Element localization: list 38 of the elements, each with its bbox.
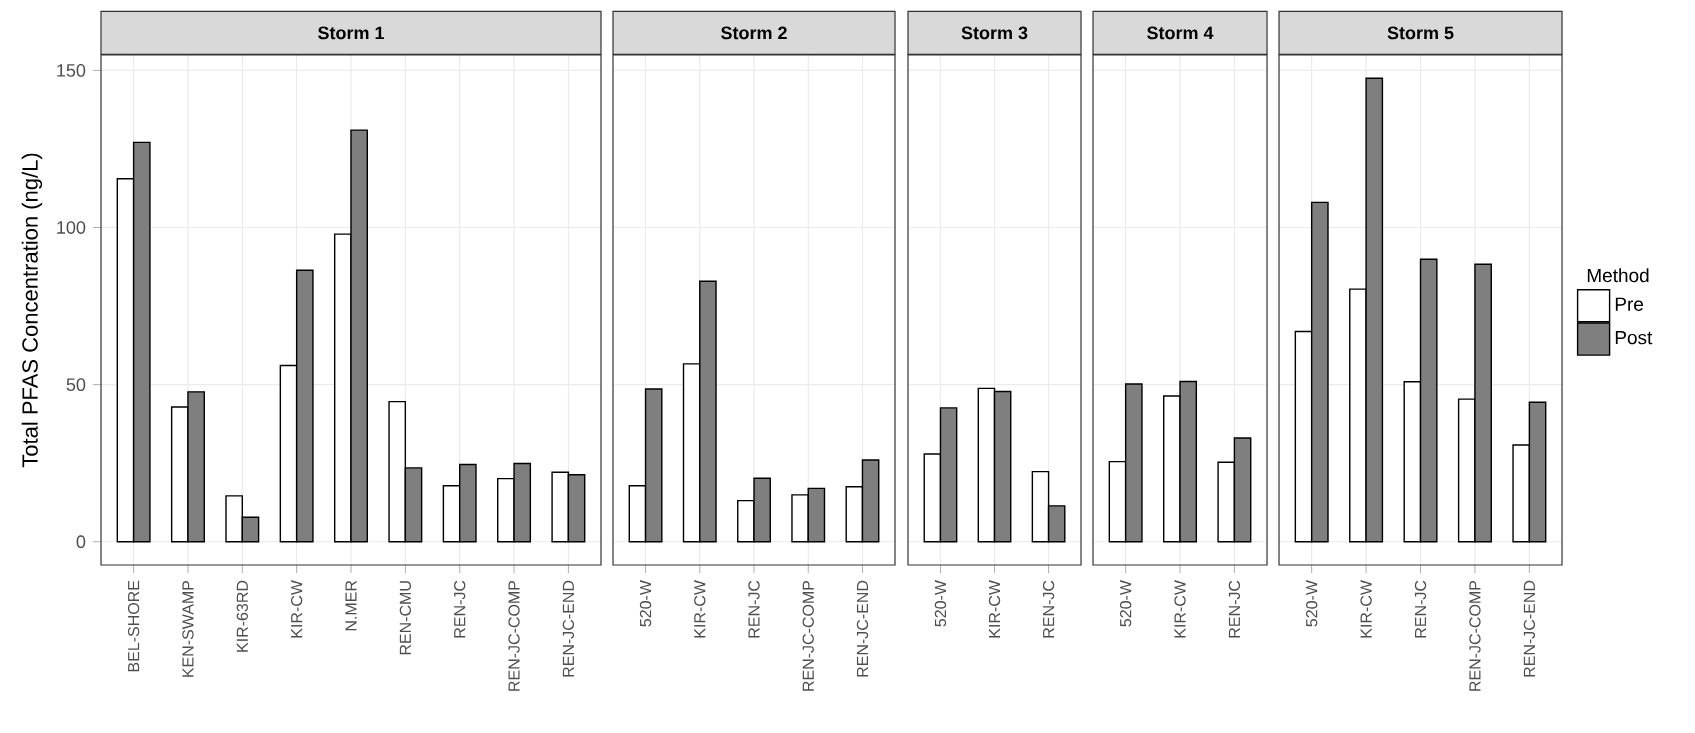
x-tick-label: BEL-SHORE: [127, 580, 140, 672]
x-tick-label: REN-JC-COMP: [508, 580, 520, 691]
y-tick-label: 50: [66, 378, 86, 392]
x-tick-label: REN-JC: [454, 580, 466, 638]
x-tick-label: REN-JC: [1414, 580, 1427, 638]
y-axis-title: Total PFAS Concentration (ng/L): [21, 153, 43, 468]
x-tick-label: KIR-63RD: [236, 580, 248, 652]
x-tick-label: 520-W: [1306, 580, 1318, 627]
x-tick-label: REN-JC-END: [1523, 580, 1536, 677]
x-tick-label: KIR-CW: [988, 580, 1001, 638]
chart-title: Storm 1: [318, 26, 384, 40]
x-tick-label: KIR-CW: [1174, 580, 1186, 638]
x-tick-label: KIR-CW: [290, 580, 303, 638]
x-tick-label: REN-CMU: [399, 581, 412, 655]
legend-label: Pre: [1615, 297, 1644, 311]
x-tick-label: KEN-SWAMP: [182, 580, 194, 677]
chart-title: Storm 3: [961, 26, 1028, 40]
legend-title: Method: [1587, 268, 1649, 283]
x-tick-label: KIR-CW: [1360, 580, 1372, 638]
x-tick-label: REN-JC-COMP: [1469, 580, 1481, 691]
x-tick-label: REN-JC: [1228, 580, 1241, 638]
chart-title: Storm 2: [721, 26, 787, 40]
x-tick-label: REN-JC-END: [856, 580, 869, 677]
x-tick-label: REN-JC: [1042, 580, 1055, 638]
x-tick-label: N.MER: [345, 580, 357, 631]
x-tick-label: 520-W: [1119, 580, 1132, 627]
x-tick-label: REN-JC-COMP: [802, 580, 814, 691]
legend-label: Post: [1615, 331, 1653, 345]
x-tick-label: 520-W: [934, 580, 947, 627]
x-tick-label: REN-JC-END: [562, 580, 575, 677]
y-tick-label: 100: [57, 221, 86, 234]
x-tick-label: REN-JC: [748, 580, 760, 638]
x-tick-label: KIR-CW: [694, 580, 706, 638]
x-tick-label: 520-W: [639, 580, 652, 627]
chart-title: Storm 4: [1147, 26, 1214, 40]
y-tick-label: 150: [57, 64, 86, 77]
y-tick-label: 0: [76, 535, 86, 549]
chart-title: Storm 5: [1387, 26, 1454, 40]
